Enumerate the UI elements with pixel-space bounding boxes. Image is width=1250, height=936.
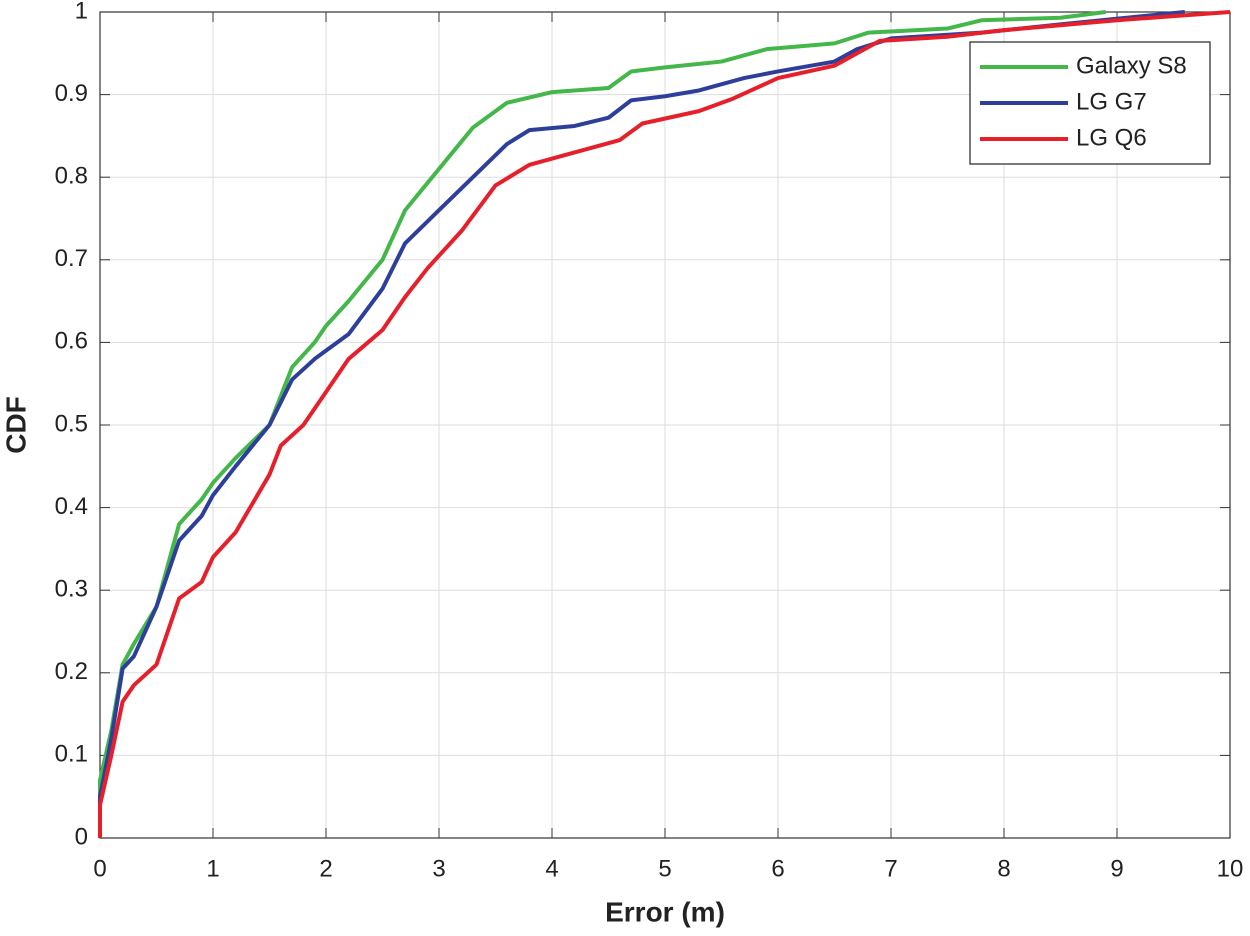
y-tick-label: 0.6 — [55, 328, 88, 355]
x-tick-label: 0 — [93, 855, 106, 882]
series-line — [98, 10, 1106, 838]
legend-label: LG Q6 — [1076, 124, 1147, 151]
x-tick-label: 9 — [1110, 855, 1123, 882]
x-tick-label: 7 — [884, 855, 897, 882]
y-tick-label: 0.2 — [55, 658, 88, 685]
y-tick-label: 0 — [75, 823, 88, 850]
y-tick-label: 0.4 — [55, 493, 88, 520]
legend-label: LG G7 — [1076, 88, 1147, 115]
x-tick-label: 5 — [658, 855, 671, 882]
x-tick-label: 4 — [545, 855, 558, 882]
x-tick-label: 8 — [997, 855, 1010, 882]
x-tick-label: 3 — [432, 855, 445, 882]
y-tick-label: 0.1 — [55, 741, 88, 768]
series-line — [98, 10, 1231, 838]
y-tick-label: 1 — [75, 0, 88, 24]
series-line — [98, 10, 1185, 838]
plot-frame — [99, 11, 1231, 839]
x-tick-label: 6 — [771, 855, 784, 882]
y-tick-label: 0.9 — [55, 80, 88, 107]
y-axis-label: CDF — [0, 396, 31, 454]
x-tick-label: 2 — [319, 855, 332, 882]
legend-label: Galaxy S8 — [1076, 52, 1187, 79]
x-axis-label: Error (m) — [605, 896, 725, 927]
y-tick-label: 0.8 — [55, 163, 88, 190]
y-tick-label: 0.5 — [55, 410, 88, 437]
y-tick-label: 0.7 — [55, 245, 88, 272]
x-tick-label: 1 — [206, 855, 219, 882]
y-tick-label: 0.3 — [55, 576, 88, 603]
x-tick-label: 10 — [1217, 855, 1244, 882]
